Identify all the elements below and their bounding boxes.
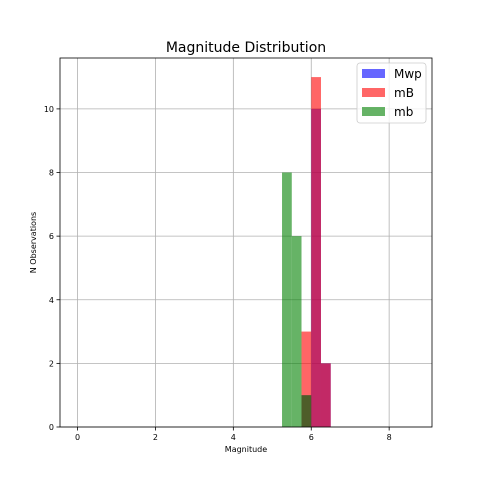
y-tick-label: 4	[49, 296, 54, 305]
x-tick-label: 8	[387, 433, 392, 442]
ticks-layer: 0 2 4 6 8 0 2 4 6 8 10	[44, 105, 392, 442]
y-tick-label: 8	[49, 169, 54, 178]
y-tick-label: 6	[49, 232, 54, 241]
legend-label-mb: mb	[394, 105, 413, 119]
x-tick-label: 4	[231, 433, 236, 442]
x-tick-label: 2	[153, 433, 158, 442]
histogram-bar-mb	[301, 331, 312, 427]
bars-layer	[282, 77, 331, 428]
y-tick-label: 0	[49, 423, 54, 432]
histogram-bar-mb	[282, 172, 292, 427]
histogram-bar-mb	[301, 395, 312, 427]
legend-label-mb: mB	[394, 86, 414, 100]
x-axis-label: Magnitude	[225, 445, 267, 454]
histogram-bar-mb	[291, 236, 302, 427]
x-tick-label: 6	[309, 433, 314, 442]
legend: Mwp mB mb	[356, 62, 427, 124]
histogram-bar-mb	[320, 363, 331, 427]
y-tick-label: 2	[49, 359, 54, 368]
chart-title: Magnitude Distribution	[166, 40, 326, 56]
x-tick-label: 0	[75, 433, 80, 442]
legend-swatch-mwp	[362, 69, 385, 78]
legend-swatch-mb	[362, 107, 385, 116]
y-tick-label: 10	[44, 105, 54, 114]
histogram-bar-mb	[311, 77, 321, 427]
y-axis-label: N Observations	[29, 212, 38, 273]
legend-label-mwp: Mwp	[394, 67, 422, 81]
plot-frame	[59, 57, 433, 428]
legend-swatch-mb	[362, 88, 385, 97]
